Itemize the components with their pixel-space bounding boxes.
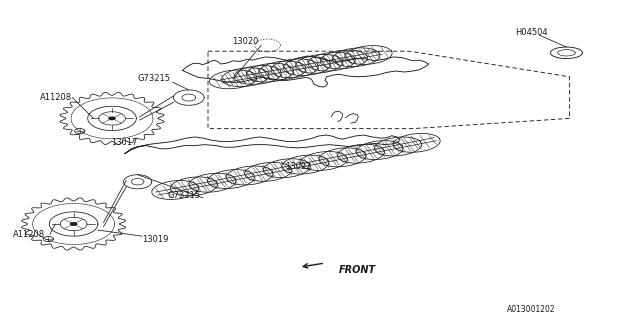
Text: A11208: A11208 [40,93,72,102]
Text: A11208: A11208 [13,230,45,239]
Text: 13019: 13019 [142,235,168,244]
Text: 13022: 13022 [285,162,311,171]
Text: G73215: G73215 [138,74,171,83]
Text: 13020: 13020 [232,37,259,46]
Text: 13017: 13017 [111,138,138,147]
Text: A013001202: A013001202 [507,305,556,314]
Text: H04504: H04504 [515,28,548,36]
Text: G73215: G73215 [168,191,201,200]
Circle shape [70,222,77,226]
Circle shape [108,116,116,120]
Text: FRONT: FRONT [339,265,376,276]
